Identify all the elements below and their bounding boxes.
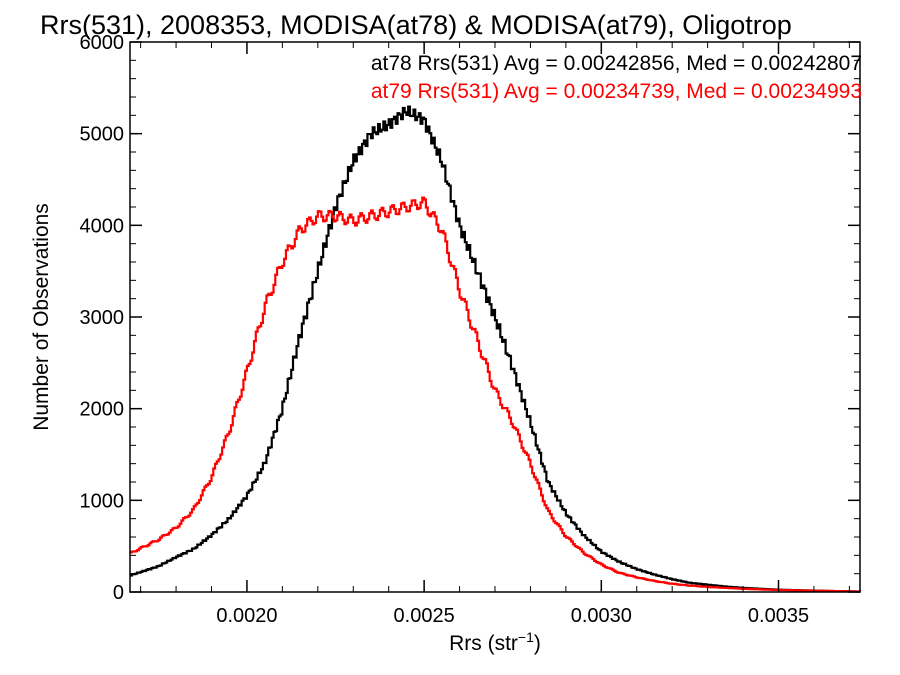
series-layer <box>130 105 862 593</box>
y-tick-label: 1000 <box>80 490 125 512</box>
y-tick-label: 3000 <box>80 307 125 329</box>
x-axis-title-superscript: −1 <box>518 629 534 645</box>
legend-entry: at78 Rrs(531) Avg = 0.00242856, Med = 0.… <box>371 52 862 75</box>
x-axis-title: Rrs (str−1) <box>449 629 541 655</box>
series-line-at79 <box>130 196 862 593</box>
y-tick-label: 5000 <box>80 124 125 146</box>
y-tick-label: 4000 <box>80 215 125 237</box>
x-tick-label: 0.0025 <box>394 605 455 627</box>
tick-layer: 0.0020 0.0025 0.0030 0.0035 0 1000 2000 3000 400… <box>80 32 860 627</box>
legend: at78 Rrs(531) Avg = 0.00242856, Med = 0.… <box>371 52 862 103</box>
x-axis-title-main: Rrs (str <box>449 632 518 655</box>
y-tick-label: 6000 <box>80 32 125 54</box>
x-tick-label: 0.0035 <box>748 605 809 627</box>
legend-entry: at79 Rrs(531) Avg = 0.00234739, Med = 0.… <box>371 80 862 103</box>
x-axis-title-end: ) <box>534 632 541 655</box>
y-tick-label: 2000 <box>80 399 125 421</box>
chart-title: Rrs(531), 2008353, MODISA(at78) & MODISA… <box>40 10 792 40</box>
y-tick-label: 0 <box>113 582 124 604</box>
x-tick-label: 0.0020 <box>216 605 277 627</box>
y-axis-title: Number of Observations <box>30 203 53 431</box>
series-line-at78 <box>130 105 860 593</box>
plot-frame <box>129 41 861 593</box>
x-tick-label: 0.0030 <box>571 605 632 627</box>
